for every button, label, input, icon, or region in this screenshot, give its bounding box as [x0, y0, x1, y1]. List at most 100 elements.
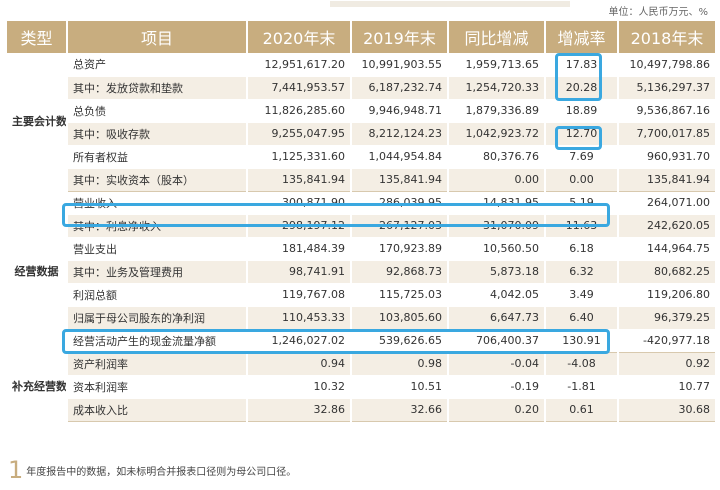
cell-rate: 6.18 — [545, 237, 619, 261]
cell-2020: 110,453.33 — [247, 306, 352, 330]
cell-2018: 144,964.75 — [618, 237, 715, 261]
cell-2018: 264,071.00 — [618, 191, 715, 215]
category-label: 补充经营数据 — [7, 352, 68, 422]
cell-2018: 10.77 — [618, 375, 715, 399]
cell-2019: 32.66 — [351, 398, 449, 422]
table-row: 其中：实收资本（股本） 135,841.94 135,841.94 0.00 0.00 1… — [7, 168, 715, 192]
unit-note: 单位：人民币万元、% — [608, 7, 708, 18]
table-row: 利润总额 119,767.08 115,725.03 4,042.05 3.49 119,… — [7, 283, 715, 307]
header-2019: 2019年末 — [351, 21, 449, 53]
cell-2019: 1,044,954.84 — [351, 145, 449, 169]
cell-2019: 267,127.03 — [351, 214, 449, 238]
cell-yoy: 31,070.09 — [448, 214, 546, 238]
cell-2018: 10,497,798.86 — [618, 53, 715, 77]
cell-2019: 10,991,903.55 — [351, 53, 449, 77]
cell-2020: 1,125,331.60 — [247, 145, 352, 169]
cell-2018: 9,536,867.16 — [618, 99, 715, 123]
cell-yoy: 0.00 — [448, 168, 546, 192]
cell-2018: 7,700,017.85 — [618, 122, 715, 146]
cell-item: 所有者权益 — [67, 145, 248, 169]
cell-2020: 11,826,285.60 — [247, 99, 352, 123]
cell-2020: 1,246,027.02 — [247, 329, 352, 353]
cell-2018: 5,136,297.37 — [618, 76, 715, 100]
cell-item: 总资产 — [67, 53, 248, 77]
header-rate: 增减率 — [545, 21, 619, 53]
cell-2020: 0.94 — [247, 352, 352, 376]
header-decoration — [330, 1, 570, 7]
cell-2019: 170,923.89 — [351, 237, 449, 261]
cell-rate: 6.32 — [545, 260, 619, 284]
header-yoy: 同比增减 — [448, 21, 546, 53]
cell-item: 利润总额 — [67, 283, 248, 307]
table-row: 总负债 11,826,285.60 9,946,948.71 1,879,336.89… — [7, 99, 715, 123]
cell-yoy: 1,879,336.89 — [448, 99, 546, 123]
table-row: 营业支出 181,484.39 170,923.89 10,560.50 6.18 144… — [7, 237, 715, 261]
cell-yoy: 10,560.50 — [448, 237, 546, 261]
cell-item: 总负债 — [67, 99, 248, 123]
cell-2018: 119,206.80 — [618, 283, 715, 307]
cell-2018: 242,620.05 — [618, 214, 715, 238]
cell-item: 资本利润率 — [67, 375, 248, 399]
cell-rate: 7.69 — [545, 145, 619, 169]
cell-2019: 92,868.73 — [351, 260, 449, 284]
cell-yoy: 1,254,720.33 — [448, 76, 546, 100]
cell-rate: 0.00 — [545, 168, 619, 192]
cell-2019: 135,841.94 — [351, 168, 449, 192]
table-row: 所有者权益 1,125,331.60 1,044,954.84 80,376.76 7.… — [7, 145, 715, 169]
footnote-mark: 1 — [8, 456, 24, 484]
cell-2018: 960,931.70 — [618, 145, 715, 169]
cell-2019: 539,626.65 — [351, 329, 449, 353]
cell-yoy: 5,873.18 — [448, 260, 546, 284]
cell-2018: 30.68 — [618, 398, 715, 422]
cell-yoy: 14,831.95 — [448, 191, 546, 215]
cell-yoy: 6,647.73 — [448, 306, 546, 330]
header-2020: 2020年末 — [247, 21, 352, 53]
header-item: 项目 — [67, 21, 248, 53]
cell-rate: 0.61 — [545, 398, 619, 422]
table-row: 其中：发放贷款和垫款 7,441,953.57 6,187,232.74 1,254,… — [7, 76, 715, 100]
table-row: 主要会计数据总资产12,951,617.2010,991,903.551,959… — [7, 53, 715, 192]
header-type: 类型 — [7, 21, 68, 53]
cell-2020: 181,484.39 — [247, 237, 352, 261]
category-label: 主要会计数据 — [7, 53, 68, 192]
cell-item: 其中：业务及管理费用 — [67, 260, 248, 284]
cell-rate: 130.91 — [545, 329, 619, 353]
cell-rate: 18.89 — [545, 99, 619, 123]
cell-yoy: 706,400.37 — [448, 329, 546, 353]
cell-2018: 135,841.94 — [618, 168, 715, 192]
cell-item: 其中：实收资本（股本） — [67, 168, 248, 192]
cell-item: 经营活动产生的现金流量净额 — [67, 329, 248, 353]
cell-rate: 3.49 — [545, 283, 619, 307]
cell-item: 其中：发放贷款和垫款 — [67, 76, 248, 100]
cell-rate: 12.70 — [545, 122, 619, 146]
table-row: 其中：利息净收入 298,197.12 267,127.03 31,070.09 11.… — [7, 214, 715, 238]
cell-2020: 135,841.94 — [247, 168, 352, 192]
header-2018: 2018年末 — [618, 21, 715, 53]
cell-2019: 286,039.95 — [351, 191, 449, 215]
cell-2020: 298,197.12 — [247, 214, 352, 238]
cell-2020: 9,255,047.95 — [247, 122, 352, 146]
cell-2020: 7,441,953.57 — [247, 76, 352, 100]
cell-2019: 9,946,948.71 — [351, 99, 449, 123]
footnote-text: 年度报告中的数据，如未标明合并报表口径则为母公司口径。 — [26, 467, 297, 478]
cell-2020: 119,767.08 — [247, 283, 352, 307]
cell-item: 归属于母公司股东的净利润 — [67, 306, 248, 330]
table-row: 经营数据 营业收入 300,871.90 286,039.95 14,831.95 5.1… — [7, 191, 715, 353]
table-row: 其中：吸收存款 9,255,047.95 8,212,124.23 1,042,923… — [7, 122, 715, 146]
table-row: 补充经营数据资产利润率0.940.98-0.04-4.080.92 — [7, 352, 715, 422]
cell-rate: 6.40 — [545, 306, 619, 330]
cell-item: 资产利润率 — [67, 352, 248, 376]
cell-2019: 103,805.60 — [351, 306, 449, 330]
cell-2018: 80,682.25 — [618, 260, 715, 284]
cell-item: 其中：利息净收入 — [67, 214, 248, 238]
cell-yoy: -0.04 — [448, 352, 546, 376]
footnote: 1 年度报告中的数据，如未标明合并报表口径则为母公司口径。 — [8, 456, 296, 482]
table-row: 资本利润率 10.32 10.51 -0.19 -1.81 10.77 — [7, 375, 715, 399]
cell-rate: -4.08 — [545, 352, 619, 376]
cell-2019: 115,725.03 — [351, 283, 449, 307]
cell-rate: 11.63 — [545, 214, 619, 238]
cell-yoy: 0.20 — [448, 398, 546, 422]
cell-2019: 6,187,232.74 — [351, 76, 449, 100]
category-label: 经营数据 — [7, 191, 68, 353]
cell-2018: 96,379.25 — [618, 306, 715, 330]
